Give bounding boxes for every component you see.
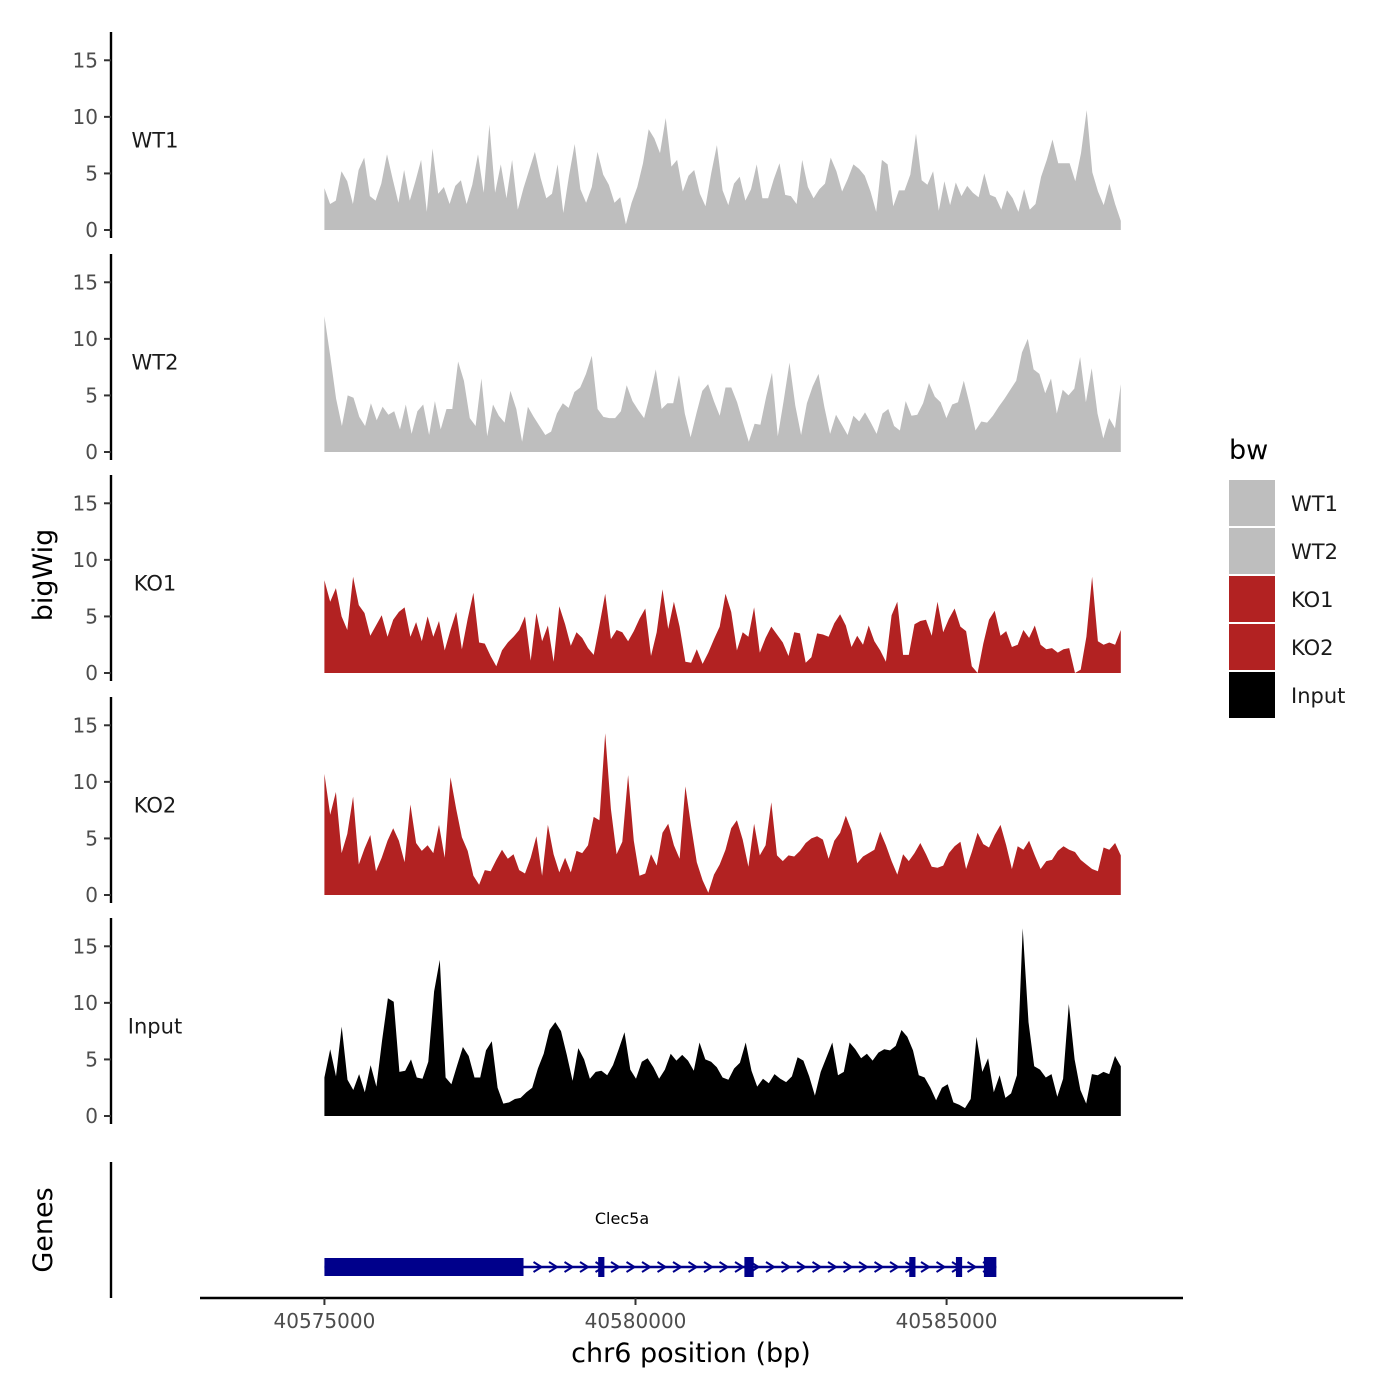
strand-arrow (889, 1261, 900, 1273)
exon (598, 1257, 605, 1277)
legend: bw WT1 WT2 KO1 KO2 Input (1229, 435, 1345, 718)
legend-label: WT1 (1291, 492, 1338, 516)
strand-arrow (656, 1261, 668, 1273)
exon (744, 1257, 754, 1277)
legend-key-ko2 (1229, 624, 1275, 670)
strand-arrow (827, 1261, 838, 1273)
legend-label: KO1 (1291, 588, 1334, 612)
signal-area-wt2 (324, 316, 1121, 452)
signal-area-wt1 (324, 110, 1121, 230)
y-tick-label: 15 (73, 491, 98, 515)
strand-arrow (935, 1261, 947, 1273)
legend-key-wt2 (1229, 528, 1275, 574)
exon (324, 1258, 524, 1276)
signal-area-ko1 (324, 576, 1121, 673)
strand-arrow (920, 1261, 931, 1273)
track-label: Input (128, 1014, 182, 1038)
y-tick-label: 0 (85, 218, 98, 242)
y-tick-label: 5 (85, 826, 98, 850)
x-tick-label: 40580000 (585, 1309, 687, 1333)
strand-arrow (548, 1261, 559, 1273)
track-ko1: 0 5 10 15 KO1 (73, 475, 1121, 685)
y-tick-label: 5 (85, 383, 98, 407)
y-tick-label: 10 (73, 548, 98, 572)
strand-arrow (765, 1261, 776, 1273)
strand-arrow (532, 1261, 544, 1273)
strand-arrow (858, 1261, 869, 1273)
y-tick-label: 15 (73, 270, 98, 294)
y-tick-label: 5 (85, 161, 98, 185)
strand-arrow (842, 1261, 854, 1273)
strand-arrow (811, 1261, 823, 1273)
track-input: 0 5 10 15 Input (73, 918, 1121, 1128)
legend-key-input (1229, 672, 1275, 718)
strand-arrow (687, 1261, 699, 1273)
y-tick-label: 15 (73, 934, 98, 958)
strand-arrow (625, 1261, 637, 1273)
exon (955, 1257, 963, 1277)
x-axis-ticks: 40575000 40580000 40585000 (274, 1298, 998, 1333)
strand-arrow (873, 1261, 885, 1273)
legend-label: Input (1291, 684, 1345, 708)
strand-arrow (703, 1261, 714, 1273)
x-axis-title: chr6 position (bp) (571, 1338, 811, 1369)
strand-arrow (966, 1261, 978, 1273)
y-tick-label: 0 (85, 661, 98, 685)
genes-axis-title: Genes (28, 1187, 59, 1272)
legend-key-wt1 (1229, 480, 1275, 526)
gene-panel: Clec5a 40575000 40580000 40585000 (109, 1162, 1183, 1333)
strand-arrow (641, 1261, 652, 1273)
y-axis-title: bigWig (28, 529, 59, 622)
gene-model (324, 1257, 997, 1277)
legend-title: bw (1229, 435, 1268, 466)
track-label: WT1 (132, 128, 179, 152)
signal-area-ko2 (324, 733, 1121, 895)
y-tick-label: 15 (73, 48, 98, 72)
strand-arrow (563, 1261, 575, 1273)
track-label: WT2 (132, 350, 179, 374)
bigwig-tracks: 0 5 10 15 WT1 0 5 10 15 WT2 0 5 10 15 KO1 0 5 10 15 KO2 0 5 10… (73, 32, 1121, 1128)
exon (983, 1257, 997, 1277)
x-tick-label: 40585000 (896, 1309, 998, 1333)
track-ko2: 0 5 10 15 KO2 (73, 697, 1121, 907)
y-tick-label: 0 (85, 883, 98, 907)
strand-arrow (734, 1261, 745, 1273)
y-tick-label: 10 (73, 770, 98, 794)
y-tick-label: 10 (73, 105, 98, 129)
legend-label: WT2 (1291, 540, 1338, 564)
track-label: KO2 (134, 793, 177, 817)
y-tick-label: 15 (73, 713, 98, 737)
legend-key-ko1 (1229, 576, 1275, 622)
legend-label: KO2 (1291, 636, 1334, 660)
signal-area-input (324, 928, 1121, 1116)
track-wt2: 0 5 10 15 WT2 (73, 254, 1121, 464)
track-label: KO1 (134, 571, 177, 595)
strand-arrow (718, 1261, 730, 1273)
strand-arrow (796, 1261, 807, 1273)
strand-arrow (579, 1261, 590, 1273)
y-tick-label: 5 (85, 604, 98, 628)
x-tick-label: 40575000 (274, 1309, 376, 1333)
track-wt1: 0 5 10 15 WT1 (73, 32, 1121, 242)
strand-arrow (610, 1261, 621, 1273)
y-tick-label: 10 (73, 991, 98, 1015)
strand-arrow (672, 1261, 683, 1273)
exon (909, 1257, 916, 1277)
y-tick-label: 0 (85, 1104, 98, 1128)
strand-arrow (780, 1261, 792, 1273)
y-tick-label: 5 (85, 1047, 98, 1071)
y-tick-label: 10 (73, 327, 98, 351)
y-tick-label: 0 (85, 440, 98, 464)
gene-label: Clec5a (595, 1209, 649, 1228)
